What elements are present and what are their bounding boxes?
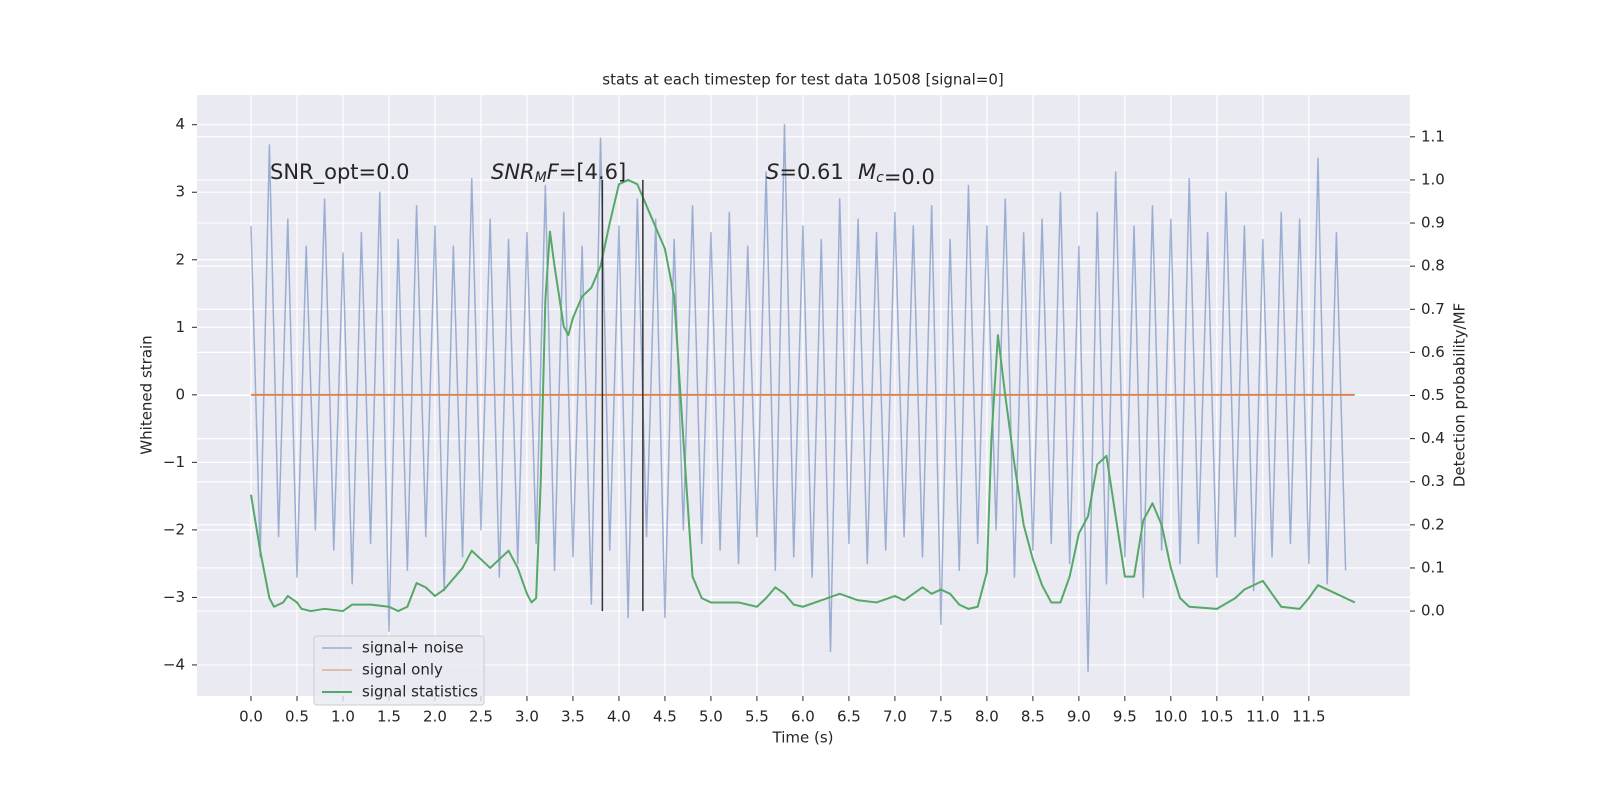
y2-tick-label: 1.0 bbox=[1421, 170, 1445, 188]
annotation: SNRMF=[4.6] bbox=[491, 160, 626, 186]
annotation: SNR_opt=0.0 bbox=[270, 160, 410, 185]
y-tick-label: −1 bbox=[163, 453, 185, 471]
y2-tick-label: 0.2 bbox=[1421, 515, 1445, 533]
y2-tick-label: 0.7 bbox=[1421, 300, 1445, 318]
x-tick-label: 11.5 bbox=[1292, 708, 1325, 726]
legend-label: signal+ noise bbox=[362, 639, 464, 657]
y-tick-label: 2 bbox=[175, 250, 185, 268]
y2-tick-label: 1.1 bbox=[1421, 127, 1445, 145]
x-tick-label: 0.5 bbox=[285, 708, 309, 726]
x-tick-label: 1.0 bbox=[331, 708, 355, 726]
y2-tick-label: 0.5 bbox=[1421, 386, 1445, 404]
series-line bbox=[250, 123, 1347, 673]
x-tick-label: 4.5 bbox=[653, 708, 677, 726]
x-tick-label: 5.5 bbox=[745, 708, 769, 726]
x-tick-label: 9.5 bbox=[1113, 708, 1137, 726]
y2-tick-label: 0.3 bbox=[1421, 472, 1445, 490]
annotation: S=0.61 bbox=[766, 160, 844, 184]
x-tick-label: 1.5 bbox=[377, 708, 401, 726]
y2-tick-label: 0.8 bbox=[1421, 257, 1445, 275]
y2-tick-label: 0.9 bbox=[1421, 214, 1445, 232]
x-tick-label: 7.0 bbox=[883, 708, 907, 726]
x-tick-label: 11.0 bbox=[1246, 708, 1279, 726]
legend-label: signal only bbox=[362, 661, 443, 679]
x-tick-label: 8.0 bbox=[975, 708, 999, 726]
y2-tick-label: 0.1 bbox=[1421, 558, 1445, 576]
chart-title: stats at each timestep for test data 105… bbox=[602, 71, 1003, 89]
y-axis-label: Whitened strain bbox=[138, 335, 156, 454]
x-axis-label: Time (s) bbox=[772, 729, 834, 747]
legend-label: signal statistics bbox=[362, 683, 478, 701]
x-tick-label: 4.0 bbox=[607, 708, 631, 726]
y-tick-label: 0 bbox=[175, 385, 185, 403]
annotation: Mc=0.0 bbox=[858, 160, 935, 189]
x-tick-label: 6.0 bbox=[791, 708, 815, 726]
y2-tick-label: 0.4 bbox=[1421, 429, 1445, 447]
x-tick-label: 3.5 bbox=[561, 708, 585, 726]
x-tick-label: 8.5 bbox=[1021, 708, 1045, 726]
y-tick-label: −2 bbox=[163, 520, 185, 538]
x-tick-label: 7.5 bbox=[929, 708, 953, 726]
y-tick-label: −3 bbox=[163, 588, 185, 606]
y2-axis-label: Detection probability/MF bbox=[1451, 303, 1469, 487]
x-tick-label: 6.5 bbox=[837, 708, 861, 726]
x-tick-label: 0.0 bbox=[239, 708, 263, 726]
x-tick-label: 5.0 bbox=[699, 708, 723, 726]
y-tick-label: 1 bbox=[175, 318, 185, 336]
y-tick-label: −4 bbox=[163, 655, 185, 673]
x-tick-label: 10.0 bbox=[1154, 708, 1187, 726]
x-tick-label: 9.0 bbox=[1067, 708, 1091, 726]
x-tick-label: 10.5 bbox=[1200, 708, 1233, 726]
x-tick-label: 2.0 bbox=[423, 708, 447, 726]
series-line bbox=[250, 178, 1356, 613]
x-tick-label: 3.0 bbox=[515, 708, 539, 726]
y2-tick-label: 0.6 bbox=[1421, 343, 1445, 361]
x-tick-label: 2.5 bbox=[469, 708, 493, 726]
y-tick-label: 3 bbox=[175, 183, 185, 201]
y2-tick-label: 0.0 bbox=[1421, 602, 1445, 620]
y-tick-label: 4 bbox=[175, 115, 185, 133]
legend-box bbox=[313, 635, 485, 706]
